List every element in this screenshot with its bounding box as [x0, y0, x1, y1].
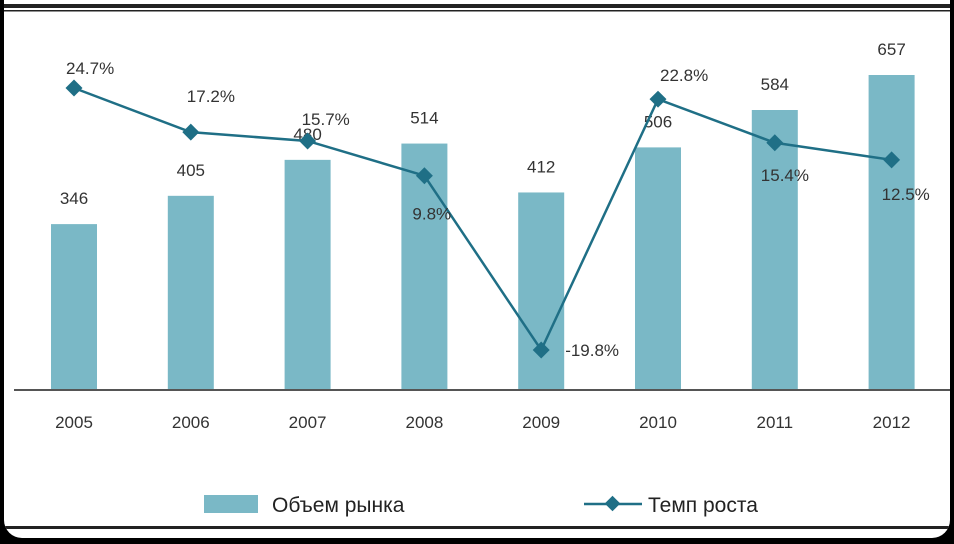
growth-value-label-2011: 15.4%: [761, 166, 809, 185]
x-tick-label-2010: 2010: [639, 413, 677, 432]
x-tick-label-2007: 2007: [289, 413, 327, 432]
growth-point-2010: [649, 90, 667, 108]
bar-2010: [635, 147, 681, 390]
growth-rate-line: [73, 86, 892, 353]
bar-value-label-2005: 346: [60, 189, 88, 208]
growth-value-label-2005: 24.7%: [66, 59, 114, 78]
x-tick-label-2011: 2011: [757, 413, 794, 432]
bar-2011: [751, 110, 798, 390]
growth-value-label-2008: 9.8%: [412, 205, 451, 224]
legend: Объем рынка Темп роста: [204, 494, 758, 517]
growth-point-2006: [182, 123, 200, 141]
combo-chart: 346405480514412506584657 200520062007200…: [4, 4, 950, 529]
growth-point-2009: [532, 341, 550, 359]
bar-value-label-2006: 405: [177, 161, 205, 180]
legend-swatch-market-volume: [204, 495, 258, 513]
bar-2005: [51, 224, 97, 390]
growth-value-label-2006: 17.2%: [187, 87, 235, 106]
growth-point-2008: [415, 167, 433, 185]
growth-value-label-2009: -19.8%: [565, 341, 619, 360]
x-tick-label-2012: 2012: [873, 413, 911, 432]
growth-value-label-2012: 12.5%: [882, 185, 930, 204]
top-border-line: [4, 4, 950, 8]
x-tick-label-2008: 2008: [405, 413, 443, 432]
growth-value-label-2007: 15.7%: [302, 110, 350, 129]
bar-2008: [401, 143, 448, 390]
bar-2009: [518, 192, 565, 390]
bar-value-label-2011: 584: [761, 75, 789, 94]
x-tick-label-2005: 2005: [55, 413, 93, 432]
growth-point-2005: [65, 79, 83, 97]
top-border-line-thin: [4, 10, 950, 12]
bar-value-label-2009: 412: [527, 157, 555, 176]
legend-label-growth-rate: Темп роста: [648, 494, 758, 517]
x-tick-label-2006: 2006: [172, 413, 210, 432]
growth-point-2011: [766, 134, 784, 152]
growth-point-2007: [299, 132, 317, 150]
legend-label-market-volume: Объем рынка: [272, 494, 405, 517]
bar-2012: [868, 75, 915, 390]
bar-2007: [284, 159, 331, 390]
bar-2006: [167, 195, 214, 390]
legend-marker-growth-rate: [604, 495, 621, 512]
x-tick-label-2009: 2009: [522, 413, 560, 432]
growth-point-2012: [883, 151, 901, 169]
growth-value-label-2010: 22.8%: [660, 66, 708, 85]
bottom-border-line: [4, 526, 950, 529]
bar-value-label-2012: 657: [877, 40, 905, 59]
chart-frame: 346405480514412506584657 200520062007200…: [4, 0, 950, 538]
bar-value-label-2008: 514: [410, 109, 438, 128]
